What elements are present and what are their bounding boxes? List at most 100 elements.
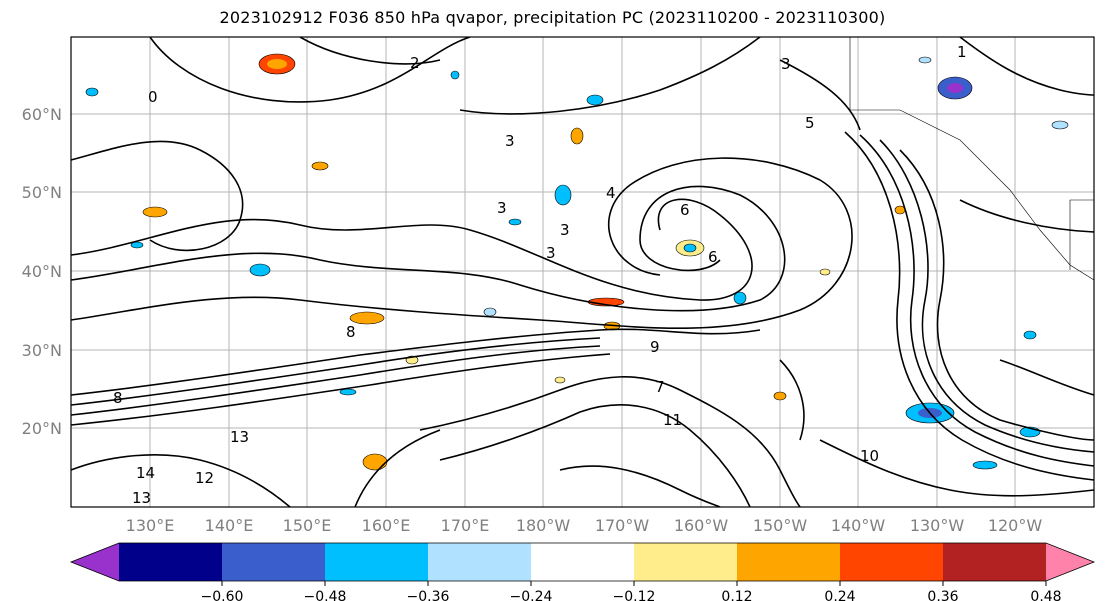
colorbar-segment: [222, 543, 326, 581]
lon-label-130w: 130°W: [910, 516, 965, 535]
contour-label: 4: [606, 184, 616, 202]
lon-label-180w: 180°W: [516, 516, 571, 535]
map-background: [71, 37, 1094, 507]
colorbar-segment: [119, 543, 223, 581]
colorbar-segment: [634, 543, 738, 581]
colorbar-segment: [840, 543, 944, 581]
contour-line: [779, 359, 805, 441]
colorbar-tick-label: −0.24: [510, 589, 553, 601]
contour-label: 3: [781, 55, 791, 73]
contour-line: [559, 465, 721, 507]
contour-line: [844, 131, 1094, 481]
lon-label-130e: 130°E: [126, 516, 175, 535]
border-line: [1069, 199, 1094, 270]
colorbar-tick-label: −0.12: [613, 589, 656, 601]
lon-label-150e: 150°E: [283, 516, 332, 535]
contour-line: [71, 353, 611, 426]
contour-line: [71, 198, 753, 301]
lat-label-60n: 60°N: [22, 105, 62, 124]
colorbar-tick-label: −0.36: [407, 589, 450, 601]
lat-label-20n: 20°N: [22, 419, 62, 438]
contour-label: 0: [148, 88, 158, 106]
colorbar-tick-label: 0.12: [721, 589, 752, 601]
colorbar-segment: [943, 543, 1047, 581]
contour-label: 3: [505, 132, 515, 150]
contour-line: [419, 376, 801, 507]
colorbar-tick-label: −0.60: [201, 589, 244, 601]
contour-label: 5: [805, 114, 815, 132]
contour-line: [149, 37, 471, 103]
lat-label-30n: 30°N: [22, 341, 62, 360]
lon-label-140e: 140°E: [205, 516, 254, 535]
map-plot-area: 1 2 3 3 3 3 3 4 5 6 6 7 8 8 9 10 11 12 1…: [70, 36, 1095, 508]
colorbar-tick-labels: −0.60 −0.48 −0.36 −0.24 −0.12 0.12 0.24 0.36 0.4…: [201, 589, 1062, 601]
contour-line: [899, 149, 1094, 441]
contour-line: [819, 439, 1094, 497]
lat-lon-grid: [71, 37, 1094, 507]
contour-label: 3: [497, 199, 507, 217]
north-america-coast: [849, 37, 1094, 281]
contour-line: [859, 134, 1094, 467]
lon-label-140w: 140°W: [831, 516, 886, 535]
contour-label: 7: [655, 378, 665, 396]
longitude-axis: 130°E 140°E 150°E 160°E 170°E 180°W 170°…: [126, 516, 1043, 535]
colorbar-segment: [428, 543, 532, 581]
lon-label-170e: 170°E: [441, 516, 490, 535]
contour-line: [299, 37, 441, 65]
colorbar-outline: [69, 542, 1096, 582]
colorbar-tick-label: 0.48: [1030, 589, 1061, 601]
map-frame: [70, 36, 1095, 508]
colorbar-extend-low: [71, 543, 119, 581]
colorbar-extend-high: [1046, 543, 1094, 581]
colorbar-tick-label: 0.36: [927, 589, 958, 601]
qvapor-contours: [71, 37, 1094, 507]
contour-label: 6: [680, 201, 690, 219]
colorbar-segment: [325, 543, 429, 581]
contour-label: 3: [560, 221, 570, 239]
contour-label: 12: [195, 469, 214, 487]
contour-line: [959, 37, 1094, 96]
contour-labels: 1 2 3 3 3 3 3 4 5 6 6 7 8 8 9 10 11 12 1…: [113, 43, 967, 507]
contour-label: 1: [957, 43, 967, 61]
contour-line: [459, 37, 761, 115]
lon-label-150w: 150°W: [753, 516, 808, 535]
contour-label: 13: [132, 489, 151, 507]
contour-line: [779, 59, 861, 131]
contour-line: [959, 199, 1094, 233]
contour-line: [354, 429, 441, 507]
contour-line: [71, 454, 291, 507]
contour-label: 8: [346, 323, 356, 341]
contour-line: [71, 185, 786, 312]
contour-label: 6: [708, 248, 718, 266]
colorbar-tick-label: −0.48: [304, 589, 347, 601]
coastlines: [849, 37, 1094, 281]
lon-label-170w: 170°W: [595, 516, 650, 535]
contour-line: [71, 328, 761, 396]
contour-label: 11: [663, 411, 682, 429]
contour-line: [999, 359, 1094, 396]
contour-line: [71, 345, 601, 416]
lon-label-120w: 120°W: [988, 516, 1043, 535]
contour-label: 8: [113, 389, 123, 407]
colorbar: [69, 542, 1096, 586]
lat-label-40n: 40°N: [22, 262, 62, 281]
contour-label: 9: [650, 338, 660, 356]
contour-line: [71, 337, 601, 406]
colorbar-segment: [531, 543, 635, 581]
colorbar-tick-label: 0.24: [824, 589, 855, 601]
lat-label-50n: 50°N: [22, 183, 62, 202]
contour-label: 13: [230, 428, 249, 446]
lon-label-160e: 160°E: [362, 516, 411, 535]
latitude-axis: 60°N 50°N 40°N 30°N 20°N: [22, 105, 62, 438]
lon-label-160w: 160°W: [674, 516, 729, 535]
contour-label: 14: [136, 464, 155, 482]
contour-label: 3: [546, 244, 556, 262]
contour-label: 10: [860, 447, 879, 465]
contour-line: [71, 157, 853, 329]
contour-label: 2: [410, 54, 420, 72]
colorbar-segment: [737, 543, 841, 581]
map-title: 2023102912 F036 850 hPa qvapor, precipit…: [219, 8, 886, 27]
contour-line: [879, 139, 1094, 453]
contour-line: [439, 404, 751, 507]
